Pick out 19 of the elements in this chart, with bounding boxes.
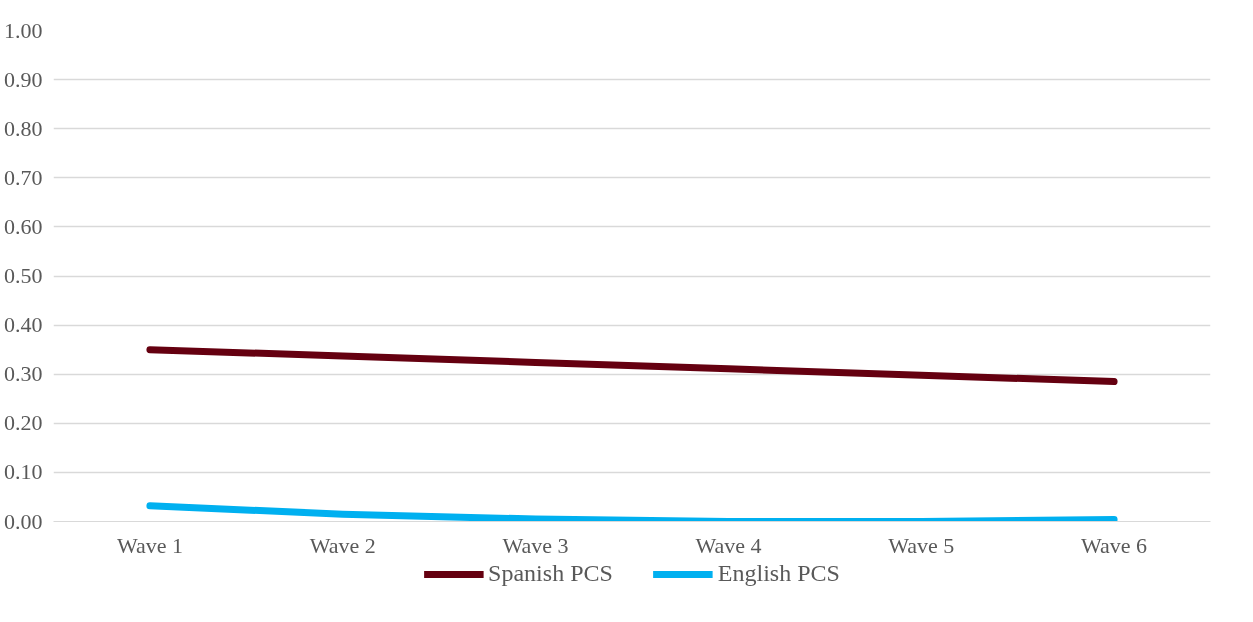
y-tick-label: 0.20: [4, 410, 43, 436]
y-tick-label: 0.50: [4, 263, 43, 288]
y-tick-label: 0.60: [4, 213, 43, 239]
x-tick-label: Wave 4: [695, 532, 762, 558]
y-tick-label: 0.70: [4, 164, 43, 190]
y-tick-label: 0.00: [4, 508, 43, 534]
y-tick-label: 0.10: [4, 459, 43, 485]
y-tick-label: 0.80: [4, 115, 43, 141]
legend-label: Spanish PCS: [488, 560, 613, 587]
legend-label: English PCS: [717, 560, 840, 587]
x-tick-label: Wave 3: [502, 532, 569, 558]
y-tick-label: 0.90: [4, 66, 43, 92]
x-tick-label: Wave 6: [1081, 532, 1148, 558]
y-tick-label: 0.30: [4, 361, 43, 387]
x-tick-label: Wave 5: [888, 532, 955, 558]
x-tick-label: Wave 2: [309, 532, 376, 558]
y-tick-label: 1.00: [4, 17, 43, 43]
y-tick-label: 0.40: [4, 312, 43, 338]
x-tick-label: Wave 1: [116, 532, 183, 558]
